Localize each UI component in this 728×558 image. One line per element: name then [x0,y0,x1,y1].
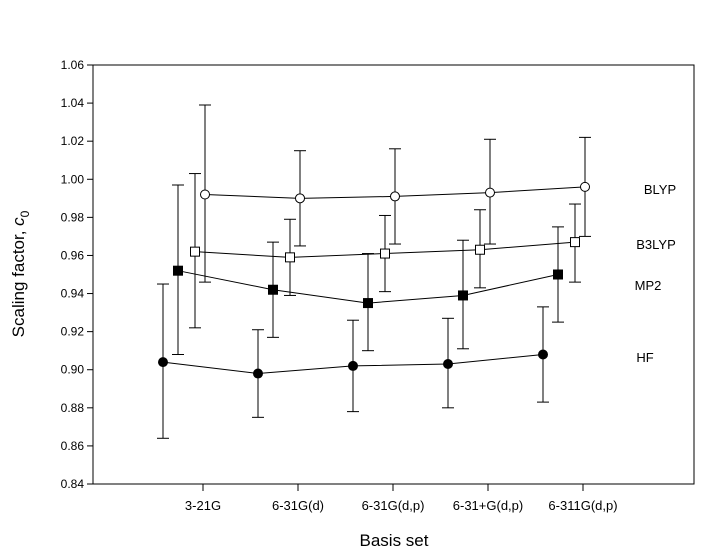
y-tick-label: 0.84 [61,477,85,491]
data-point [268,284,278,295]
y-tick-label: 1.02 [61,134,85,148]
x-tick-label: 3-21G [185,498,221,513]
series-label-b3lyp: B3LYP [636,237,676,252]
data-point [475,244,485,255]
x-tick-label: 6-311G(d,p) [548,498,617,513]
y-axis-label: Scaling factor, c0 [9,210,32,337]
data-point [190,246,200,257]
x-tick-label: 6-31G(d,p) [362,498,425,513]
plot-area [92,64,695,485]
y-tick-label: 0.98 [61,210,85,224]
data-point [443,359,453,370]
data-point [200,189,210,200]
data-point [173,265,183,276]
x-tick-label: 6-31G(d) [272,498,324,513]
data-point [285,252,295,263]
data-point [458,290,468,301]
data-point [363,298,373,309]
y-tick-label: 0.96 [61,248,85,262]
series-label-blyp: BLYP [644,182,676,197]
y-tick-label: 0.92 [61,325,85,339]
data-point [390,191,400,202]
data-point [380,248,390,259]
series-b3lyp [189,173,581,329]
y-tick-label: 1.04 [61,96,85,110]
series-blyp [199,104,591,283]
series-hf [157,283,549,439]
y-tick-label: 0.90 [61,363,85,377]
series-label-mp2: MP2 [635,278,662,293]
data-point [538,349,548,360]
data-point [485,187,495,198]
x-tick-label: 6-31+G(d,p) [453,498,523,513]
series-label-hf: HF [636,350,653,365]
y-tick-label: 0.94 [61,287,85,301]
data-point [580,181,590,192]
data-point [295,193,305,204]
y-tick-label: 1.00 [61,172,85,186]
data-point [348,360,358,371]
y-tick-label: 1.06 [61,58,85,72]
data-point [253,368,263,379]
data-point [570,237,580,248]
x-axis-label: Basis set [360,531,429,550]
y-tick-label: 0.88 [61,401,85,415]
data-point [158,357,168,368]
data-point [553,269,563,280]
series-mp2 [172,184,564,355]
y-tick-label: 0.86 [61,439,85,453]
